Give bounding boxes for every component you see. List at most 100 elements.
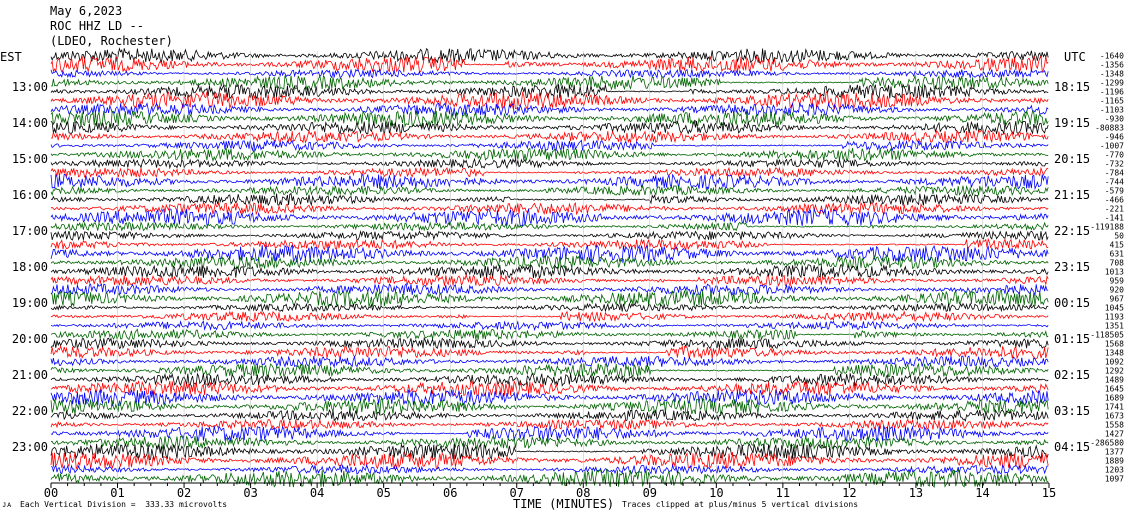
trace-offset-label: -118505 bbox=[1090, 331, 1124, 340]
right-hour-label: 20:15 bbox=[1054, 152, 1090, 166]
x-tick-label: 02 bbox=[177, 486, 191, 500]
trace-line bbox=[50, 336, 1049, 350]
x-tick-label: 13 bbox=[909, 486, 923, 500]
left-hour-label: 14:00 bbox=[12, 116, 48, 130]
trace-line bbox=[50, 425, 1049, 442]
trace-offset-label: 1568 bbox=[1105, 340, 1124, 349]
right-hour-label: 22:15 bbox=[1054, 224, 1090, 238]
trace-line bbox=[50, 55, 1049, 74]
trace-offset-label: 920 bbox=[1110, 286, 1125, 295]
trace-line bbox=[50, 166, 1049, 179]
trace-line bbox=[50, 344, 1049, 360]
trace-line bbox=[50, 83, 1049, 100]
left-hour-label: 13:00 bbox=[12, 80, 48, 94]
trace-offset-label: -770 bbox=[1105, 151, 1124, 160]
scale-note: Each Vertical Division = 333.33 microvol… bbox=[20, 500, 228, 509]
trace-line bbox=[50, 157, 1049, 170]
trace-line bbox=[50, 102, 1049, 118]
trace-offset-label: 1351 bbox=[1105, 322, 1124, 331]
x-tick-label: 06 bbox=[443, 486, 457, 500]
right-hour-label: 01:15 bbox=[1054, 332, 1090, 346]
chart-network: (LDEO, Rochester) bbox=[50, 34, 173, 48]
trace-offset-label: 1558 bbox=[1105, 421, 1124, 430]
x-tick-label: 00 bbox=[44, 486, 58, 500]
trace-offset-label: 1377 bbox=[1105, 448, 1124, 457]
trace-line bbox=[50, 201, 1049, 216]
x-tick-label: 12 bbox=[842, 486, 856, 500]
trace-offset-label: 1097 bbox=[1105, 475, 1124, 484]
left-hour-label: 21:00 bbox=[12, 368, 48, 382]
trace-line bbox=[50, 90, 1049, 111]
trace-line bbox=[50, 139, 1049, 153]
trace-line bbox=[50, 237, 1049, 252]
trace-line bbox=[50, 119, 1049, 135]
x-tick-label: 03 bbox=[243, 486, 257, 500]
trace-offset-label: -946 bbox=[1105, 133, 1124, 142]
x-tick-label: 07 bbox=[510, 486, 524, 500]
x-tick-label: 10 bbox=[709, 486, 723, 500]
x-axis-title: TIME (MINUTES) bbox=[513, 497, 615, 511]
trace-offset-label: -1196 bbox=[1100, 88, 1124, 97]
x-tick-label: 04 bbox=[310, 486, 324, 500]
trace-line bbox=[50, 289, 1049, 308]
trace-offset-label: 1092 bbox=[1105, 358, 1124, 367]
trace-offset-label: -221 bbox=[1105, 205, 1124, 214]
trace-line bbox=[50, 409, 1049, 422]
trace-line bbox=[50, 397, 1049, 416]
x-tick-label: 09 bbox=[643, 486, 657, 500]
corner-mark: ᴊᴀ bbox=[2, 500, 12, 509]
trace-offset-label: -784 bbox=[1105, 169, 1124, 178]
trace-offset-label: -1348 bbox=[1100, 70, 1124, 79]
trace-line bbox=[50, 328, 1049, 341]
trace-line bbox=[50, 68, 1049, 80]
chart-date: May 6,2023 bbox=[50, 4, 123, 18]
trace-line bbox=[50, 254, 1049, 270]
trace-offset-label: -1640 bbox=[1100, 52, 1124, 61]
left-hour-label: 18:00 bbox=[12, 260, 48, 274]
trace-offset-label: -744 bbox=[1105, 178, 1124, 187]
trace-offset-label: 50 bbox=[1114, 232, 1124, 241]
right-hour-label: 04:15 bbox=[1054, 440, 1090, 454]
trace-offset-label: -141 bbox=[1105, 214, 1124, 223]
trace-offset-label: 967 bbox=[1110, 295, 1125, 304]
right-hour-label: 21:15 bbox=[1054, 188, 1090, 202]
trace-line bbox=[50, 110, 1049, 129]
trace-line bbox=[50, 173, 1049, 191]
right-hour-label: 00:15 bbox=[1054, 296, 1090, 310]
trace-offset-label: -119188 bbox=[1090, 223, 1124, 232]
clip-note: Traces clipped at plus/minus 5 vertical … bbox=[622, 500, 859, 509]
trace-line bbox=[50, 192, 1049, 207]
trace-offset-label: 1013 bbox=[1105, 268, 1124, 277]
right-hour-label: 19:15 bbox=[1054, 116, 1090, 130]
trace-offset-label: 1292 bbox=[1105, 367, 1124, 376]
trace-offset-label: -1165 bbox=[1100, 97, 1124, 106]
trace-line bbox=[50, 184, 1049, 197]
trace-offset-label: -286580 bbox=[1090, 439, 1124, 448]
trace-offset-label: 631 bbox=[1110, 250, 1125, 259]
trace-offset-label: 1689 bbox=[1105, 394, 1124, 403]
trace-line bbox=[50, 264, 1049, 280]
left-hour-label: 16:00 bbox=[12, 188, 48, 202]
trace-line bbox=[50, 355, 1049, 369]
trace-offset-label: -80883 bbox=[1095, 124, 1124, 133]
left-hour-label: 15:00 bbox=[12, 152, 48, 166]
left-hour-label: 20:00 bbox=[12, 332, 48, 346]
trace-offset-label: -930 bbox=[1105, 115, 1124, 124]
trace-line bbox=[50, 310, 1049, 323]
x-tick-label: 11 bbox=[776, 486, 790, 500]
left-hour-label: 19:00 bbox=[12, 296, 48, 310]
trace-line bbox=[50, 282, 1049, 297]
trace-offset-label: -1007 bbox=[1100, 142, 1124, 151]
trace-offset-label: 959 bbox=[1110, 277, 1125, 286]
trace-offset-label: -1103 bbox=[1100, 106, 1124, 115]
trace-line bbox=[50, 362, 1049, 379]
right-hour-label: 02:15 bbox=[1054, 368, 1090, 382]
trace-offset-label: 1045 bbox=[1105, 304, 1124, 313]
trace-line bbox=[50, 207, 1049, 227]
trace-line bbox=[50, 372, 1049, 387]
trace-line bbox=[50, 147, 1049, 163]
trace-line bbox=[50, 418, 1049, 431]
trace-line bbox=[50, 388, 1049, 407]
trace-offset-label: 708 bbox=[1110, 259, 1125, 268]
